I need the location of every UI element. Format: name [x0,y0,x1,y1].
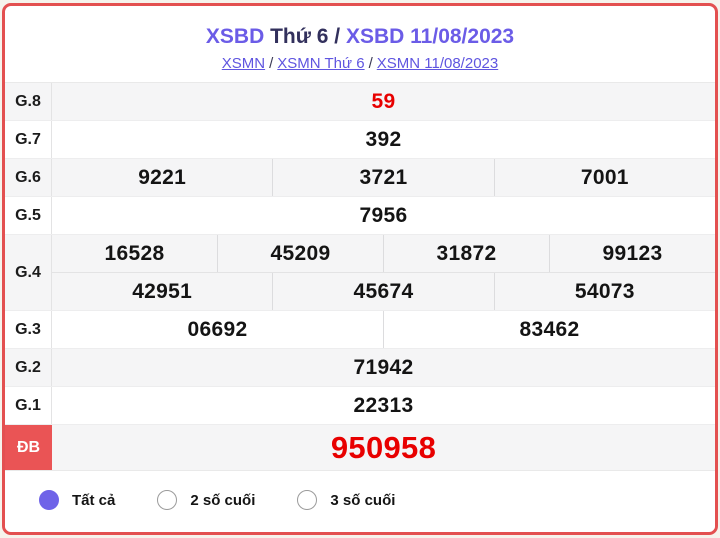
breadcrumb-link-xsmn-weekday[interactable]: XSMN Thứ 6 [277,55,365,72]
radio-icon [39,490,59,510]
prize-number: 7956 [359,203,408,227]
prize-label: G.7 [5,121,52,158]
prize-label: G.6 [5,159,52,196]
prize-line: 9221 3721 7001 [52,159,715,196]
title-weekday: Thứ 6 / [270,25,341,48]
prize-label: G.2 [5,349,52,386]
prize-row: G.6 9221 3721 7001 [5,159,715,197]
prize-row: G.5 7956 [5,197,715,235]
prize-number: 45209 [217,235,383,272]
prize-number: 16528 [104,241,165,265]
prize-numbers-group: 06692 83462 [52,311,715,348]
prize-line: 06692 83462 [52,311,715,348]
prize-numbers-group: 9221 3721 7001 [52,159,715,196]
page-title: XSBD Thứ 6 / XSBD 11/08/2023 [5,25,715,49]
prize-numbers-group: 392 [52,121,715,158]
prize-numbers-group: 16528 45209 31872 99123 42951 45674 54073 [52,235,715,310]
display-mode-option[interactable]: Tất cả [39,490,115,510]
prize-numbers-group: 22313 [52,387,715,424]
prize-label: G.4 [5,235,52,310]
radio-icon [157,490,178,510]
prize-label: ĐB [5,425,52,470]
prize-number: 9221 [138,165,187,189]
breadcrumb-separator: / [269,55,274,72]
prize-number: 22313 [353,393,414,417]
breadcrumb-separator: / [368,55,373,72]
prize-numbers-group: 59 [52,83,715,120]
prize-row: G.1 22313 [5,387,715,425]
lottery-results-panel: XSBD Thứ 6 / XSBD 11/08/2023 XSMN / XSMN T… [2,3,718,535]
option-label: 3 số cuối [330,491,396,509]
prize-line: 22313 [52,387,715,424]
prize-number: 392 [365,127,402,151]
prize-number: 7001 [493,159,715,196]
prize-line: 7956 [52,197,715,234]
prize-row: G.2 71942 [5,349,715,387]
prize-number: 71942 [353,355,414,379]
option-label: 2 số cuối [190,491,256,509]
prize-number: 83462 [383,311,715,348]
prize-line: 950958 [52,425,715,470]
prize-row: G.3 06692 83462 [5,311,715,349]
prize-row: G.7 392 [5,121,715,159]
prize-number: 99123 [549,235,715,272]
prize-label: G.5 [5,197,52,234]
prize-number: 54073 [493,273,715,310]
prize-row: ĐB 950958 [5,425,715,470]
prize-number: 31872 [383,235,549,272]
prize-line: 42951 45674 54073 [52,272,715,310]
prize-label: G.1 [5,387,52,424]
prize-number: 950958 [330,429,437,465]
display-mode-option[interactable]: 2 số cuối [157,490,255,510]
breadcrumb-link-xsmn[interactable]: XSMN [221,55,266,72]
prize-numbers-group: 7956 [52,197,715,234]
prize-row: G.8 59 [5,83,715,121]
display-mode-options: Tất cả 2 số cuối 3 số cuối [5,471,715,529]
header: XSBD Thứ 6 / XSBD 11/08/2023 XSMN / XSMN T… [5,6,715,73]
prize-line: 16528 45209 31872 99123 [52,235,715,272]
prize-line: 392 [52,121,715,158]
prize-number: 42951 [132,279,193,303]
prize-label: G.8 [5,83,52,120]
prize-numbers-group: 71942 [52,349,715,386]
results-table: G.8 59 G.7 392 G.6 9221 3721 7001 G.5 7956 G.4 1652… [5,82,715,471]
prize-line: 59 [52,83,715,120]
title-date: XSBD 11/08/2023 [345,25,515,48]
prize-number: 59 [371,89,396,113]
prize-row: G.4 16528 45209 31872 99123 42951 45674 54073 [5,235,715,311]
breadcrumb: XSMN / XSMN Thứ 6/XSMN 11/08/2023 [5,54,715,73]
title-station: XSBD [205,25,265,48]
prize-label: G.3 [5,311,52,348]
breadcrumb-link-xsmn-date[interactable]: XSMN 11/08/2023 [376,55,499,72]
prize-number: 06692 [187,317,248,341]
display-mode-option[interactable]: 3 số cuối [297,490,395,510]
option-label: Tất cả [72,491,116,509]
radio-icon [297,490,318,510]
prize-numbers-group: 950958 [52,425,715,470]
prize-number: 45674 [272,273,493,310]
prize-number: 3721 [272,159,493,196]
prize-line: 71942 [52,349,715,386]
